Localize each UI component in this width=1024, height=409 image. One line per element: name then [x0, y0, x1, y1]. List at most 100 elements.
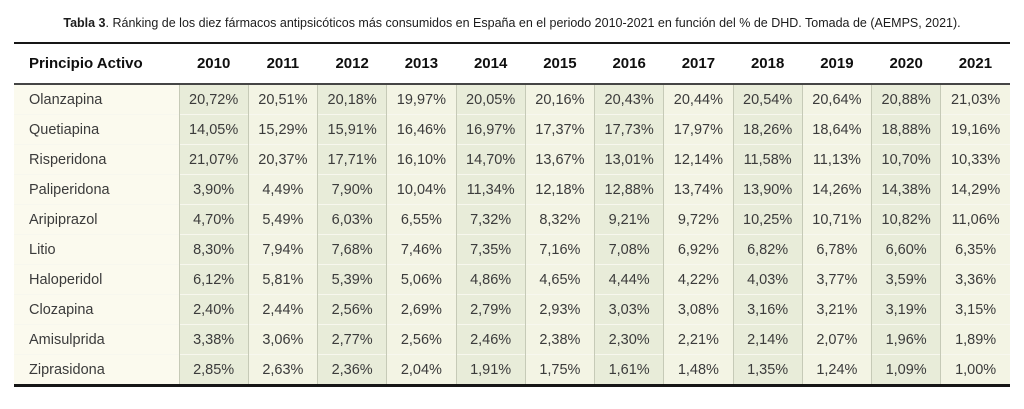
value-cell: 5,81%	[247, 264, 318, 295]
value-cell: 2,77%	[316, 324, 387, 355]
value-cell: 7,68%	[316, 234, 387, 265]
value-cell: 20,51%	[247, 84, 318, 115]
value-cell: 20,43%	[593, 84, 664, 115]
value-cell: 13,90%	[732, 174, 803, 205]
value-cell: 2,38%	[524, 324, 595, 355]
value-cell: 20,37%	[247, 144, 318, 175]
value-cell: 20,64%	[801, 84, 872, 115]
header-year-2011: 2011	[248, 43, 318, 85]
value-cell: 3,38%	[178, 324, 249, 355]
header-year-2020: 2020	[871, 43, 941, 85]
value-cell: 6,55%	[386, 204, 456, 235]
value-cell: 2,46%	[455, 324, 526, 355]
value-cell: 18,64%	[801, 114, 872, 145]
value-cell: 6,82%	[732, 234, 803, 265]
value-cell: 21,07%	[178, 144, 249, 175]
drug-name-cell: Aripiprazol	[14, 204, 179, 235]
value-cell: 10,71%	[801, 204, 872, 235]
value-cell: 2,40%	[178, 294, 249, 325]
header-year-2017: 2017	[663, 43, 733, 85]
value-cell: 1,61%	[593, 354, 664, 386]
value-cell: 21,03%	[940, 84, 1010, 115]
table-body: Olanzapina 20,72% 20,51% 20,18% 19,97% 20,05%…	[14, 84, 1010, 386]
value-cell: 14,29%	[940, 174, 1010, 205]
value-cell: 11,06%	[940, 204, 1010, 235]
value-cell: 2,07%	[801, 324, 872, 355]
value-cell: 3,19%	[870, 294, 941, 325]
value-cell: 8,30%	[178, 234, 249, 265]
value-cell: 4,49%	[247, 174, 318, 205]
value-cell: 4,86%	[455, 264, 526, 295]
value-cell: 1,96%	[870, 324, 941, 355]
drug-name-cell: Amisulprida	[14, 324, 179, 355]
value-cell: 15,91%	[316, 114, 387, 145]
value-cell: 7,08%	[593, 234, 664, 265]
value-cell: 2,04%	[386, 354, 456, 386]
value-cell: 2,69%	[386, 294, 456, 325]
value-cell: 2,63%	[247, 354, 318, 386]
header-year-2018: 2018	[733, 43, 803, 85]
value-cell: 6,78%	[801, 234, 872, 265]
value-cell: 2,93%	[524, 294, 595, 325]
value-cell: 3,90%	[178, 174, 249, 205]
value-cell: 1,75%	[524, 354, 595, 386]
drug-name-cell: Olanzapina	[14, 84, 179, 115]
value-cell: 4,22%	[663, 264, 733, 295]
value-cell: 1,24%	[801, 354, 872, 386]
drug-name-cell: Ziprasidona	[14, 354, 179, 386]
value-cell: 6,12%	[178, 264, 249, 295]
drug-name-cell: Paliperidona	[14, 174, 179, 205]
drug-name-cell: Litio	[14, 234, 179, 265]
value-cell: 14,26%	[801, 174, 872, 205]
table-row: Aripiprazol 4,70% 5,49% 6,03% 6,55% 7,32% 8,32…	[14, 204, 1010, 235]
header-year-2012: 2012	[317, 43, 387, 85]
table-row: Paliperidona 3,90% 4,49% 7,90% 10,04% 11,34% 1…	[14, 174, 1010, 205]
table-row: Ziprasidona 2,85% 2,63% 2,36% 2,04% 1,91% 1,75…	[14, 354, 1010, 386]
table-row: Litio 8,30% 7,94% 7,68% 7,46% 7,35% 7,16% 7,08%…	[14, 234, 1010, 265]
value-cell: 20,05%	[455, 84, 526, 115]
table-head: Principio Activo 2010 2011 2012 2013 2014 201…	[14, 43, 1010, 85]
drug-name-cell: Haloperidol	[14, 264, 179, 295]
value-cell: 1,48%	[663, 354, 733, 386]
value-cell: 4,44%	[593, 264, 664, 295]
value-cell: 14,70%	[455, 144, 526, 175]
header-year-2016: 2016	[594, 43, 664, 85]
header-year-2015: 2015	[525, 43, 595, 85]
value-cell: 1,35%	[732, 354, 803, 386]
value-cell: 1,00%	[940, 354, 1010, 386]
value-cell: 2,85%	[178, 354, 249, 386]
value-cell: 2,56%	[386, 324, 456, 355]
value-cell: 17,71%	[316, 144, 387, 175]
table-caption: Tabla 3. Ránking de los diez fármacos an…	[0, 0, 1024, 31]
value-cell: 19,16%	[940, 114, 1010, 145]
value-cell: 15,29%	[247, 114, 318, 145]
value-cell: 3,59%	[870, 264, 941, 295]
value-cell: 3,16%	[732, 294, 803, 325]
drug-name-cell: Risperidona	[14, 144, 179, 175]
table-caption-label: Tabla 3	[63, 16, 106, 30]
value-cell: 1,89%	[940, 324, 1010, 355]
value-cell: 6,92%	[663, 234, 733, 265]
value-cell: 14,05%	[178, 114, 249, 145]
value-cell: 11,34%	[455, 174, 526, 205]
value-cell: 5,39%	[316, 264, 387, 295]
value-cell: 17,73%	[593, 114, 664, 145]
header-row: Principio Activo 2010 2011 2012 2013 2014 201…	[14, 43, 1010, 85]
value-cell: 7,94%	[247, 234, 318, 265]
value-cell: 16,10%	[386, 144, 456, 175]
value-cell: 1,91%	[455, 354, 526, 386]
header-principio-activo: Principio Activo	[14, 43, 179, 85]
value-cell: 20,44%	[663, 84, 733, 115]
value-cell: 20,54%	[732, 84, 803, 115]
value-cell: 8,32%	[524, 204, 595, 235]
value-cell: 2,56%	[316, 294, 387, 325]
value-cell: 16,46%	[386, 114, 456, 145]
value-cell: 7,16%	[524, 234, 595, 265]
value-cell: 3,08%	[663, 294, 733, 325]
value-cell: 18,26%	[732, 114, 803, 145]
value-cell: 12,88%	[593, 174, 664, 205]
value-cell: 6,60%	[870, 234, 941, 265]
value-cell: 2,30%	[593, 324, 664, 355]
value-cell: 12,18%	[524, 174, 595, 205]
table-caption-text: . Ránking de los diez fármacos antipsicó…	[105, 16, 961, 30]
